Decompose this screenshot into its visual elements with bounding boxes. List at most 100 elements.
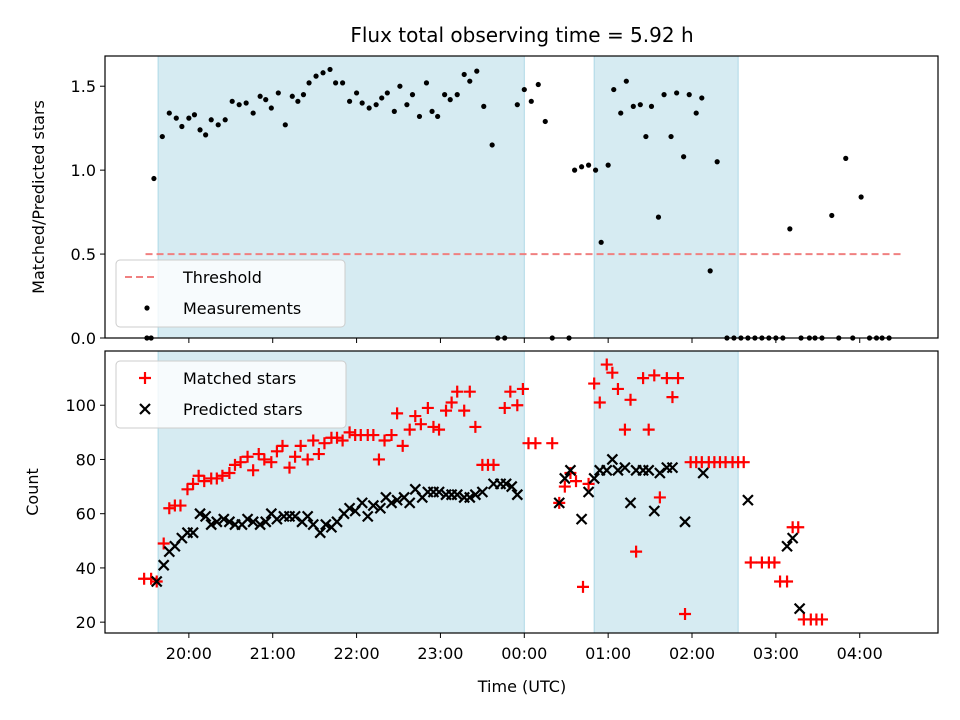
x-tick-label: 01:00 [585, 644, 631, 663]
predicted-star-point [343, 502, 356, 515]
measurement-point [643, 133, 649, 140]
measurement-point [151, 175, 157, 182]
matched-star-point [216, 469, 229, 482]
measurement-point [397, 83, 403, 89]
chart-title: Flux total observing time = 5.92 h [350, 23, 693, 47]
predicted-star-point [205, 518, 217, 531]
matched-star-point [618, 423, 631, 436]
observing-window [593, 55, 739, 339]
predicted-star-point [223, 516, 236, 528]
x-tick-label: 02:00 [669, 644, 715, 663]
matched-star-point [414, 418, 427, 431]
measurement-point [618, 110, 624, 116]
matched-star-point [289, 450, 302, 463]
matched-star-point [270, 445, 283, 458]
measurement-point [461, 71, 467, 78]
predicted-star-point [194, 507, 206, 520]
predicted-star-point [582, 486, 595, 498]
matched-star-point [234, 456, 247, 469]
measurement-point [442, 92, 448, 98]
predicted-star-point [575, 513, 588, 525]
matched-star-point [546, 437, 559, 450]
predicted-star-point [600, 464, 613, 477]
predicted-star-point [697, 467, 709, 479]
matched-star-point [210, 472, 223, 485]
legend-matched-swatch [139, 372, 151, 384]
matched-star-point [427, 420, 440, 433]
measurement-point [159, 133, 165, 140]
x-tick-label: 22:00 [334, 644, 380, 663]
panel-bottom: 20 40 60 80 100 20:00 21:00 22:00 23:00 00:00 01:0… [23, 350, 939, 663]
predicted-star-point [612, 464, 624, 477]
measurement-point [454, 92, 460, 98]
legend-entry-label: Threshold [182, 268, 262, 287]
matched-star-point [223, 467, 236, 480]
predicted-star-point [320, 518, 332, 531]
measurement-point [829, 212, 835, 219]
measurement-point [384, 90, 390, 96]
measurement-point [611, 86, 617, 93]
matched-star-point [588, 377, 601, 390]
matched-star-point [451, 385, 464, 398]
y-tick-label: 1.0 [71, 161, 96, 180]
predicted-star-point [553, 497, 566, 509]
matched-star-point [672, 372, 685, 385]
predicted-star-point [385, 497, 398, 509]
matched-star-point [228, 458, 241, 471]
measurement-point [423, 80, 430, 86]
measurement-point [416, 113, 423, 120]
measurement-point [197, 127, 203, 133]
matched-star-point [396, 439, 409, 452]
measurement-point [263, 97, 269, 103]
axes-frame [104, 55, 939, 339]
predicted-star-point [679, 516, 691, 528]
legend-measurement-swatch [144, 305, 150, 311]
predicted-star-point [564, 464, 577, 477]
matched-star-point [498, 401, 511, 414]
measurement-point [592, 167, 599, 173]
matched-star-point [611, 382, 624, 395]
legend: Threshold Measurements [115, 259, 346, 328]
measurement-point [514, 102, 520, 108]
predicted-star-point [361, 510, 374, 523]
predicted-star-point [559, 472, 571, 485]
predicted-star-point [157, 559, 170, 571]
predicted-star-point [781, 540, 793, 553]
matched-star-point [445, 396, 458, 409]
predicted-star-point [666, 461, 679, 474]
predicted-star-point [654, 467, 666, 479]
matched-star-point [181, 483, 194, 496]
predicted-star-point [500, 478, 512, 490]
legend: Matched stars Predicted stars [115, 360, 347, 429]
y-tick-label: 60 [76, 505, 96, 524]
measurement-point [585, 162, 592, 168]
measurement-point [435, 113, 441, 120]
measurement-point [598, 239, 604, 245]
measurement-point [489, 142, 495, 148]
matched-star-point [637, 372, 650, 385]
matched-star-point [318, 437, 331, 450]
measurement-point [391, 108, 397, 114]
measurement-point [186, 115, 192, 121]
measurement-point [787, 226, 793, 232]
matched-star-point [265, 456, 278, 469]
predicted-star-point [241, 513, 254, 525]
predicted-star-point [403, 497, 416, 509]
matched-star-point [642, 423, 655, 436]
matched-star-point [582, 477, 595, 490]
matched-star-point [174, 499, 187, 512]
legend-predicted-swatch [139, 403, 151, 415]
measurement-point [300, 92, 307, 98]
matched-star-point [744, 556, 757, 569]
y-tick-label: 100 [65, 396, 96, 415]
matched-star-point [372, 453, 385, 466]
predicted-star-point [218, 513, 230, 525]
measurement-point [215, 122, 221, 128]
measurement-point [229, 98, 235, 104]
matched-star-point [283, 461, 296, 474]
measurement-point [681, 154, 687, 160]
axes-frame [104, 350, 939, 634]
measurement-point [528, 98, 534, 104]
matched-star-point [781, 575, 794, 588]
observing-window [593, 350, 739, 634]
